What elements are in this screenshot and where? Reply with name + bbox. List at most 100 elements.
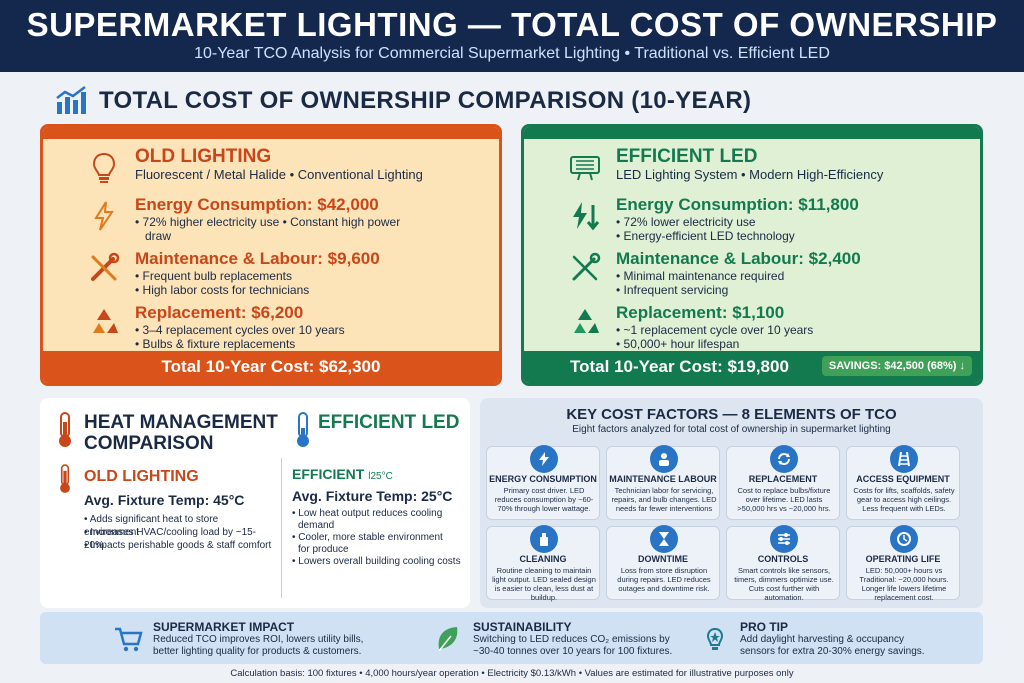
old-maintenance-line: • High labor costs for technicians [135, 283, 310, 297]
factor-card-desc: Loss from store disruption during repair… [617, 566, 711, 593]
savings-badge: SAVINGS: $42,500 (68%) ↓ [821, 356, 972, 376]
factor-card-title: ENERGY CONSUMPTION [489, 474, 597, 484]
shopping-cart-icon [115, 627, 143, 652]
recycle-icon [93, 309, 118, 333]
factor-card-desc: Costs for lifts, scaffolds, safety gear … [853, 486, 955, 513]
heat-title: HEAT MANAGEMENT COMPARISON [84, 412, 278, 454]
impact-line: Add daylight harvesting & occupancy [740, 634, 904, 645]
led-maintenance-line: • Minimal maintenance required [616, 269, 785, 283]
led-replacement-heading: Replacement: $1,100 [616, 303, 785, 322]
panel-top-bar [43, 127, 499, 139]
sliders-icon [770, 525, 798, 553]
factor-card-title: OPERATING LIFE [865, 554, 941, 564]
factor-card-desc: LED: 50,000+ hours vs Traditional: ~20,0… [859, 566, 949, 602]
led-energy-line: • 72% lower electricity use [616, 215, 756, 229]
impact-line: better lighting quality for products & c… [153, 646, 362, 657]
led-energy-heading: Energy Consumption: $11,800 [616, 195, 859, 214]
led-replacement-line: • ~1 replacement cycle over 10 years [616, 323, 814, 337]
clock-icon [890, 525, 918, 553]
lightning-icon [94, 201, 114, 231]
impact-bar: SUPERMARKET IMPACT Reduced TCO improves … [40, 612, 983, 664]
heat-led-subtitle-text: EFFICIENT [292, 466, 369, 482]
impact-title: PRO TIP [740, 620, 789, 634]
old-total: Total 10-Year Cost: $62,300 [161, 357, 381, 376]
heat-led-bullet: • Low heat output reduces cooling [292, 508, 443, 519]
old-maintenance-heading: Maintenance & Labour: $9,600 [135, 249, 380, 268]
page-subtitle: 10-Year TCO Analysis for Commercial Supe… [194, 45, 830, 62]
bolt-icon [530, 445, 558, 473]
factor-card-cleaning: CLEANING Routine cleaning to maintain li… [486, 525, 600, 602]
factors-subtitle: Eight factors analyzed for total cost of… [572, 424, 891, 435]
impact-sustainability: SUSTAINABILITY Switching to LED reduces … [438, 620, 673, 658]
factors-title: KEY COST FACTORS — 8 ELEMENTS OF TCO [566, 406, 897, 423]
led-subtitle: LED Lighting System • Modern High-Effici… [616, 167, 884, 182]
heat-led-bullet: for produce [298, 544, 349, 555]
heat-old-bullet: • Increases HVAC/cooling load by ~15-20% [84, 527, 257, 551]
technician-icon [650, 445, 678, 473]
led-panel-icon [570, 156, 600, 181]
factor-card-operating-life: OPERATING LIFE LED: 50,000+ hours vs Tra… [846, 525, 960, 602]
factor-card-title: MAINTENANCE LABOUR [609, 474, 717, 484]
lightbulb-star-icon [706, 627, 724, 650]
heat-led-subtitle-temp: l25°C [368, 471, 393, 482]
led-replacement-line: • 50,000+ hour lifespan [616, 337, 740, 351]
heat-led-title: EFFICIENT LED [318, 412, 460, 433]
impact-line: ~30-40 tonnes over 10 years for 100 fixt… [473, 646, 673, 657]
page-header: SUPERMARKET LIGHTING — TOTAL COST OF OWN… [0, 0, 1024, 72]
lightbulb-icon [92, 152, 116, 183]
led-energy-line: • Energy-efficient LED technology [616, 229, 795, 243]
impact-title: SUPERMARKET IMPACT [153, 620, 295, 634]
thermometer-icon [297, 412, 309, 447]
factor-card-controls: CONTROLS Smart controls like sensors, ti… [726, 525, 840, 602]
thermometer-icon [59, 412, 71, 447]
heat-old-bullet: • Impacts perishable goods & staff comfo… [84, 540, 272, 551]
heat-old-bullet: • Adds significant heat to store environ… [84, 514, 219, 538]
factor-card-desc: Smart controls like sensors, timers, dim… [734, 566, 834, 602]
led-panel: EFFICIENT LED LED Lighting System • Mode… [521, 124, 983, 386]
thermometer-icon [60, 464, 70, 493]
factor-card-title: CLEANING [519, 554, 567, 564]
factor-card-desc: Cost to replace bulbs/fixture over lifet… [737, 486, 831, 513]
ladder-icon [890, 445, 918, 473]
factor-card-desc: Routine cleaning to maintain light outpu… [492, 566, 596, 602]
factor-card-title: ACCESS EQUIPMENT [856, 474, 950, 484]
old-title: OLD LIGHTING [135, 146, 272, 167]
key-cost-factors-section: KEY COST FACTORS — 8 ELEMENTS OF TCO Eig… [480, 398, 983, 608]
old-energy-line: draw [145, 229, 172, 243]
heat-divider [281, 458, 282, 598]
factor-card-maintenance: MAINTENANCE LABOUR Technician labor for … [606, 445, 720, 520]
wrench-screwdriver-icon [572, 252, 601, 281]
footer-note: Calculation basis: 100 fixtures • 4,000 … [230, 668, 794, 679]
led-total-bar: Total 10-Year Cost: $19,800 SAVINGS: $42… [524, 351, 980, 383]
heat-led-bullet: • Lowers overall building cooling costs [292, 556, 461, 567]
cycle-icon [770, 445, 798, 473]
section-title: TOTAL COST OF OWNERSHIP COMPARISON (10-Y… [55, 84, 751, 118]
old-energy-heading: Energy Consumption: $42,000 [135, 195, 379, 214]
old-maintenance-line: • Frequent bulb replacements [135, 269, 292, 283]
impact-title: SUSTAINABILITY [473, 620, 572, 634]
led-maintenance-line: • Infrequent servicing [616, 283, 729, 297]
factor-card-downtime: DOWNTIME Loss from store disruption duri… [606, 525, 720, 600]
factor-card-replacement: REPLACEMENT Cost to replace bulbs/fixtur… [726, 445, 840, 520]
spray-icon [530, 525, 558, 553]
old-subtitle: Fluorescent / Metal Halide • Conventiona… [135, 167, 423, 182]
bar-chart-icon [56, 86, 86, 114]
old-energy-line: • 72% higher electricity use • Constant … [135, 215, 401, 229]
heat-led-subtitle: EFFICIENT l25°C [292, 466, 393, 482]
heat-old-subtitle: OLD LIGHTING [84, 468, 199, 485]
factor-card-title: DOWNTIME [638, 554, 688, 564]
heat-led-column: EFFICIENT LED EFFICIENT l25°C Avg. Fixtu… [292, 398, 470, 608]
factor-card-title: REPLACEMENT [748, 474, 818, 484]
impact-line: Switching to LED reduces CO₂ emissions b… [473, 634, 670, 645]
factor-card-desc: Technician labor for servicing, repairs,… [611, 486, 717, 513]
wrench-screwdriver-icon [91, 252, 120, 281]
hourglass-icon [650, 525, 678, 553]
recycle-icon [574, 309, 599, 333]
factor-card-title: CONTROLS [757, 554, 809, 564]
heat-old-column: HEAT MANAGEMENT COMPARISON OLD LIGHTING … [40, 398, 278, 608]
heat-led-bullet: demand [298, 520, 335, 531]
impact-line: sensors for extra 20-30% energy savings. [740, 646, 925, 657]
factor-card-access: ACCESS EQUIPMENT Costs for lifts, scaffo… [846, 445, 960, 520]
old-lighting-panel: OLD LIGHTING Fluorescent / Metal Halide … [40, 124, 502, 386]
section-title-text: TOTAL COST OF OWNERSHIP COMPARISON (10-Y… [99, 87, 752, 114]
